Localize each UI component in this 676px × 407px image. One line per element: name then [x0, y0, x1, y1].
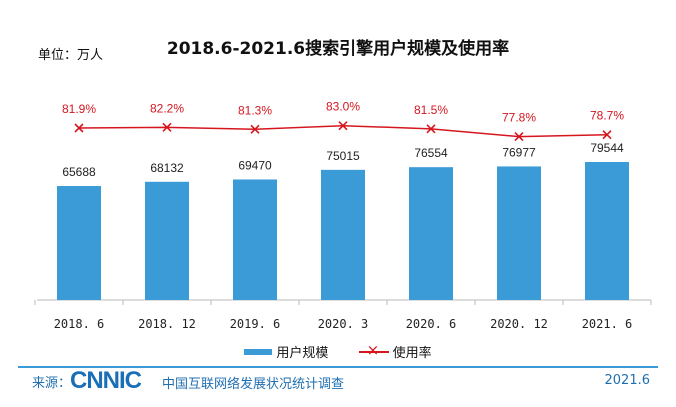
usage-rate-marker: [250, 124, 260, 134]
legend: 用户规模 使用率: [0, 341, 676, 361]
bar: [321, 169, 365, 300]
usage-rate-label: 81.3%: [238, 103, 272, 117]
footer-divider: [18, 366, 658, 368]
usage-rate-marker: [426, 124, 436, 134]
usage-rate-marker: [514, 132, 524, 142]
bar-value-label: 75015: [326, 149, 360, 163]
usage-rate-label: 77.8%: [502, 111, 536, 125]
usage-rate-line: [78, 124, 608, 138]
bar-value-label: 76977: [502, 145, 536, 159]
usage-rate-label: 78.7%: [590, 109, 624, 123]
usage-rate-label: 81.5%: [414, 103, 448, 117]
chart-title: 2018.6-2021.6搜索引擎用户规模及使用率: [166, 39, 510, 59]
x-tick-label: 2018. 12: [138, 317, 196, 331]
bar-value-label: 79544: [590, 141, 624, 155]
bar-value-label: 69470: [238, 158, 272, 172]
x-tick-label: 2018. 6: [54, 317, 105, 331]
bar: [57, 186, 101, 300]
legend-bar-swatch: [244, 348, 273, 355]
bar: [409, 167, 453, 300]
unit-label: 单位：万人: [38, 48, 104, 63]
usage-rate-label: 83.0%: [326, 100, 360, 114]
usage-rate-marker: [338, 121, 348, 131]
bar: [233, 179, 277, 300]
usage-rate-label: 81.9%: [62, 102, 96, 116]
x-tick-label: 2019. 6: [230, 317, 281, 331]
legend-line-label: 使用率: [392, 346, 432, 361]
legend-bar-label: 用户规模: [276, 346, 329, 361]
bar-value-label: 76554: [414, 146, 448, 160]
bar: [585, 161, 629, 300]
x-tick-label: 2021. 6: [582, 317, 633, 331]
x-tick-label: 2020. 3: [318, 317, 369, 331]
footer-date: 2021.6: [604, 373, 651, 388]
bar-value-label: 65688: [62, 165, 96, 179]
bar-value-label: 68132: [150, 161, 184, 175]
bar: [497, 166, 541, 300]
legend-line-swatch: [358, 341, 389, 359]
usage-rate-marker: [74, 123, 84, 133]
x-tick-label: 2020. 12: [490, 317, 548, 331]
cnnic-logo: CNNIC: [70, 367, 142, 394]
source-label: 来源：: [32, 376, 72, 391]
source-org: 中国互联网络发展状况统计调查: [162, 377, 345, 392]
usage-rate-marker: [162, 122, 172, 132]
usage-rate-label: 82.2%: [150, 101, 184, 115]
bar: [145, 181, 189, 300]
x-tick-label: 2020. 6: [406, 317, 457, 331]
usage-rate-marker: [602, 130, 612, 140]
